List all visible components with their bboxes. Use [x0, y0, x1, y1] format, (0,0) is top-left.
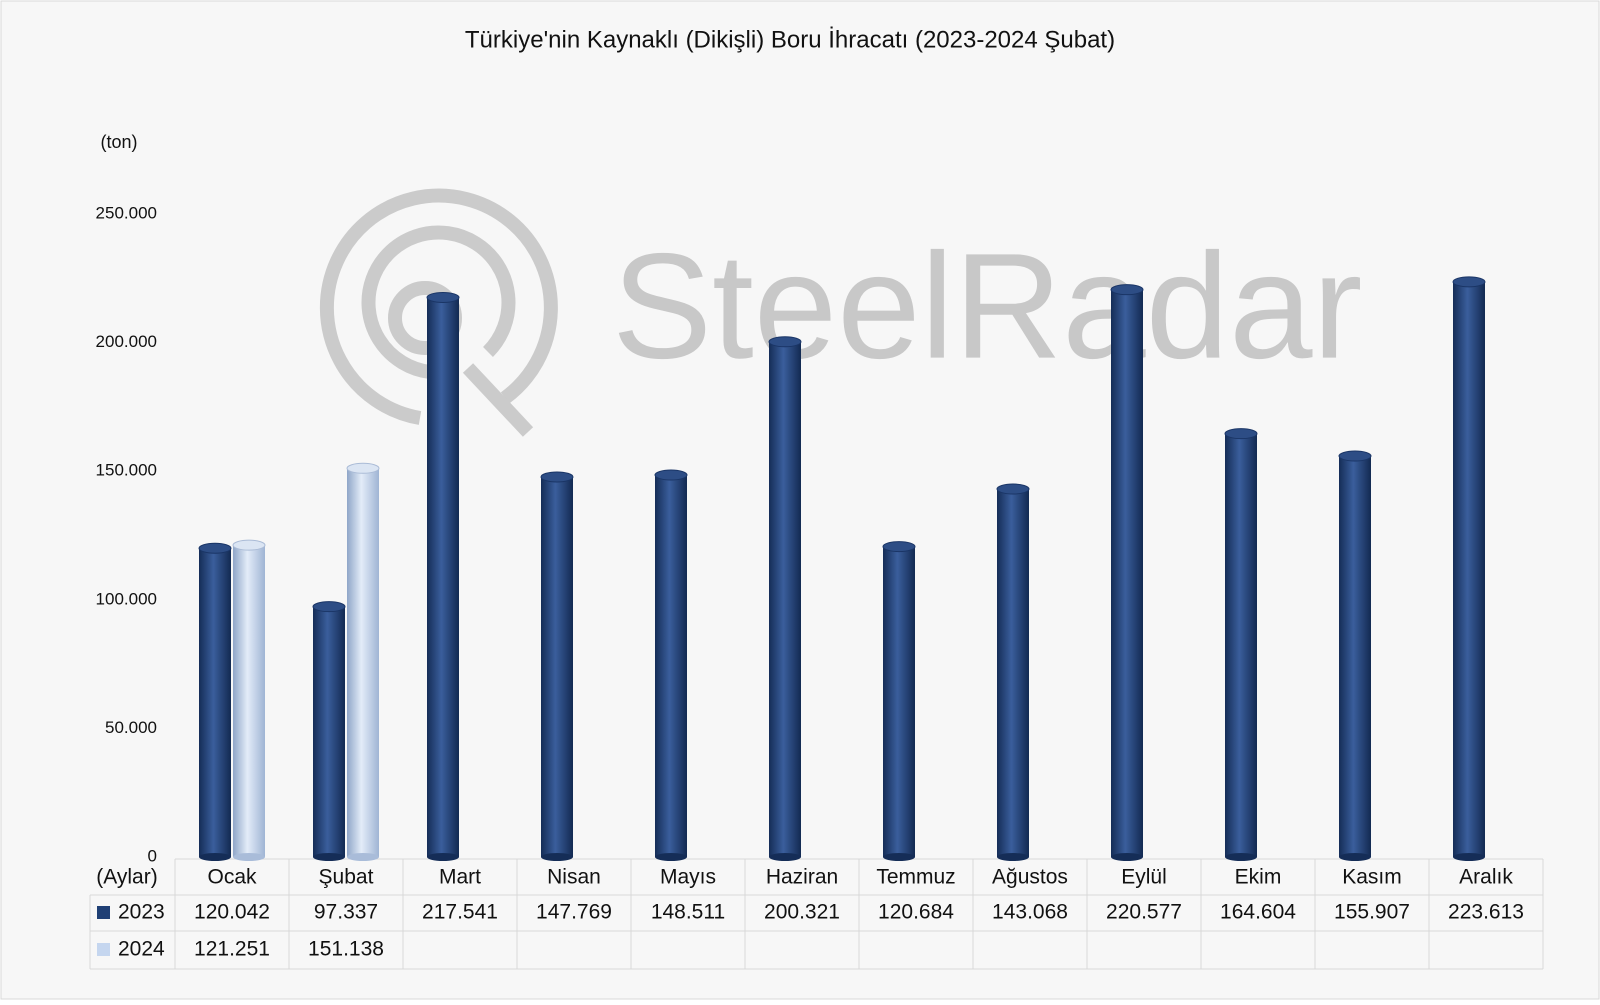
x-tick-label: Ağustos	[992, 866, 1068, 889]
table-value: 217.541	[422, 901, 498, 924]
table-value: 97.337	[314, 901, 378, 924]
bar-base	[347, 853, 379, 861]
table-value: 164.604	[1220, 901, 1296, 924]
y-tick-label: 200.000	[96, 332, 157, 351]
x-tick-label: Kasım	[1342, 866, 1402, 889]
x-tick-label: Mart	[439, 866, 481, 889]
bar	[769, 341, 801, 857]
bar-base	[199, 853, 231, 861]
legend-swatch	[97, 906, 110, 919]
bar-cap	[346, 462, 380, 474]
y-axis-label: (ton)	[100, 132, 137, 152]
legend-swatch	[97, 943, 110, 956]
x-tick-label: Şubat	[319, 866, 374, 889]
x-tick-label: Aralık	[1459, 866, 1513, 889]
x-tick-label: Ocak	[207, 866, 257, 889]
x-tick-label: Mayıs	[660, 866, 716, 889]
bar-base	[427, 853, 459, 861]
x-tick-label: Haziran	[766, 866, 838, 889]
bar	[1111, 289, 1143, 857]
table-value: 143.068	[992, 901, 1068, 924]
table-value: 155.907	[1334, 901, 1410, 924]
bar	[233, 545, 265, 857]
bar-cap	[1338, 450, 1372, 462]
y-tick-label: 150.000	[96, 461, 157, 480]
bar-base	[541, 853, 573, 861]
y-tick-label: 0	[148, 846, 157, 865]
x-tick-label: Nisan	[547, 866, 601, 889]
x-tick-label: Ekim	[1235, 866, 1282, 889]
bar	[313, 606, 345, 857]
bar-cap	[1452, 276, 1486, 288]
table-value: 147.769	[536, 901, 612, 924]
bar-base	[1339, 853, 1371, 861]
bar-base	[1225, 853, 1257, 861]
bar-base	[883, 853, 915, 861]
table-value: 148.511	[651, 901, 725, 924]
bar	[427, 297, 459, 857]
bar-base	[313, 853, 345, 861]
bar-cap	[882, 541, 916, 553]
bar-cap	[540, 471, 574, 483]
x-tick-label: Eylül	[1121, 866, 1167, 889]
table-value: 223.613	[1448, 901, 1524, 924]
table-value: 120.684	[878, 901, 954, 924]
bar	[347, 468, 379, 857]
legend-label: 2023	[118, 901, 165, 924]
bar-cap	[768, 336, 802, 348]
watermark-logo	[319, 188, 558, 437]
bar-cap	[1224, 428, 1258, 440]
x-tick-label: Temmuz	[876, 866, 955, 889]
bar-cap	[232, 539, 266, 551]
bar-base	[655, 853, 687, 861]
bar-cap	[198, 542, 232, 554]
bar	[541, 476, 573, 857]
bar-cap	[312, 601, 346, 613]
bar	[1225, 433, 1257, 857]
y-tick-label: 100.000	[96, 589, 157, 608]
bar-base	[1111, 853, 1143, 861]
bar	[1339, 456, 1371, 857]
bar-base	[769, 853, 801, 861]
table-value: 121.251	[194, 938, 270, 961]
bar-cap	[996, 483, 1030, 495]
legend-label: 2024	[118, 938, 165, 961]
y-tick-label: 250.000	[96, 203, 157, 222]
bar	[883, 546, 915, 857]
bar-base	[1453, 853, 1485, 861]
table-value: 120.042	[194, 901, 270, 924]
y-tick-label: 50.000	[105, 718, 157, 737]
bar	[655, 475, 687, 857]
table-value: 220.577	[1106, 901, 1182, 924]
bar	[1453, 281, 1485, 857]
x-axis-label: (Aylar)	[96, 866, 157, 889]
bar	[997, 489, 1029, 857]
bar	[199, 548, 231, 857]
chart-title: Türkiye'nin Kaynaklı (Dikişli) Boru İhra…	[465, 26, 1115, 53]
bar-cap	[654, 469, 688, 481]
bar-cap	[1110, 284, 1144, 296]
bar-base	[997, 853, 1029, 861]
bar-base	[233, 853, 265, 861]
bar-cap	[426, 291, 460, 303]
table-value: 200.321	[764, 901, 840, 924]
table-value: 151.138	[308, 938, 384, 961]
watermark: SteelRadar	[612, 222, 1362, 390]
